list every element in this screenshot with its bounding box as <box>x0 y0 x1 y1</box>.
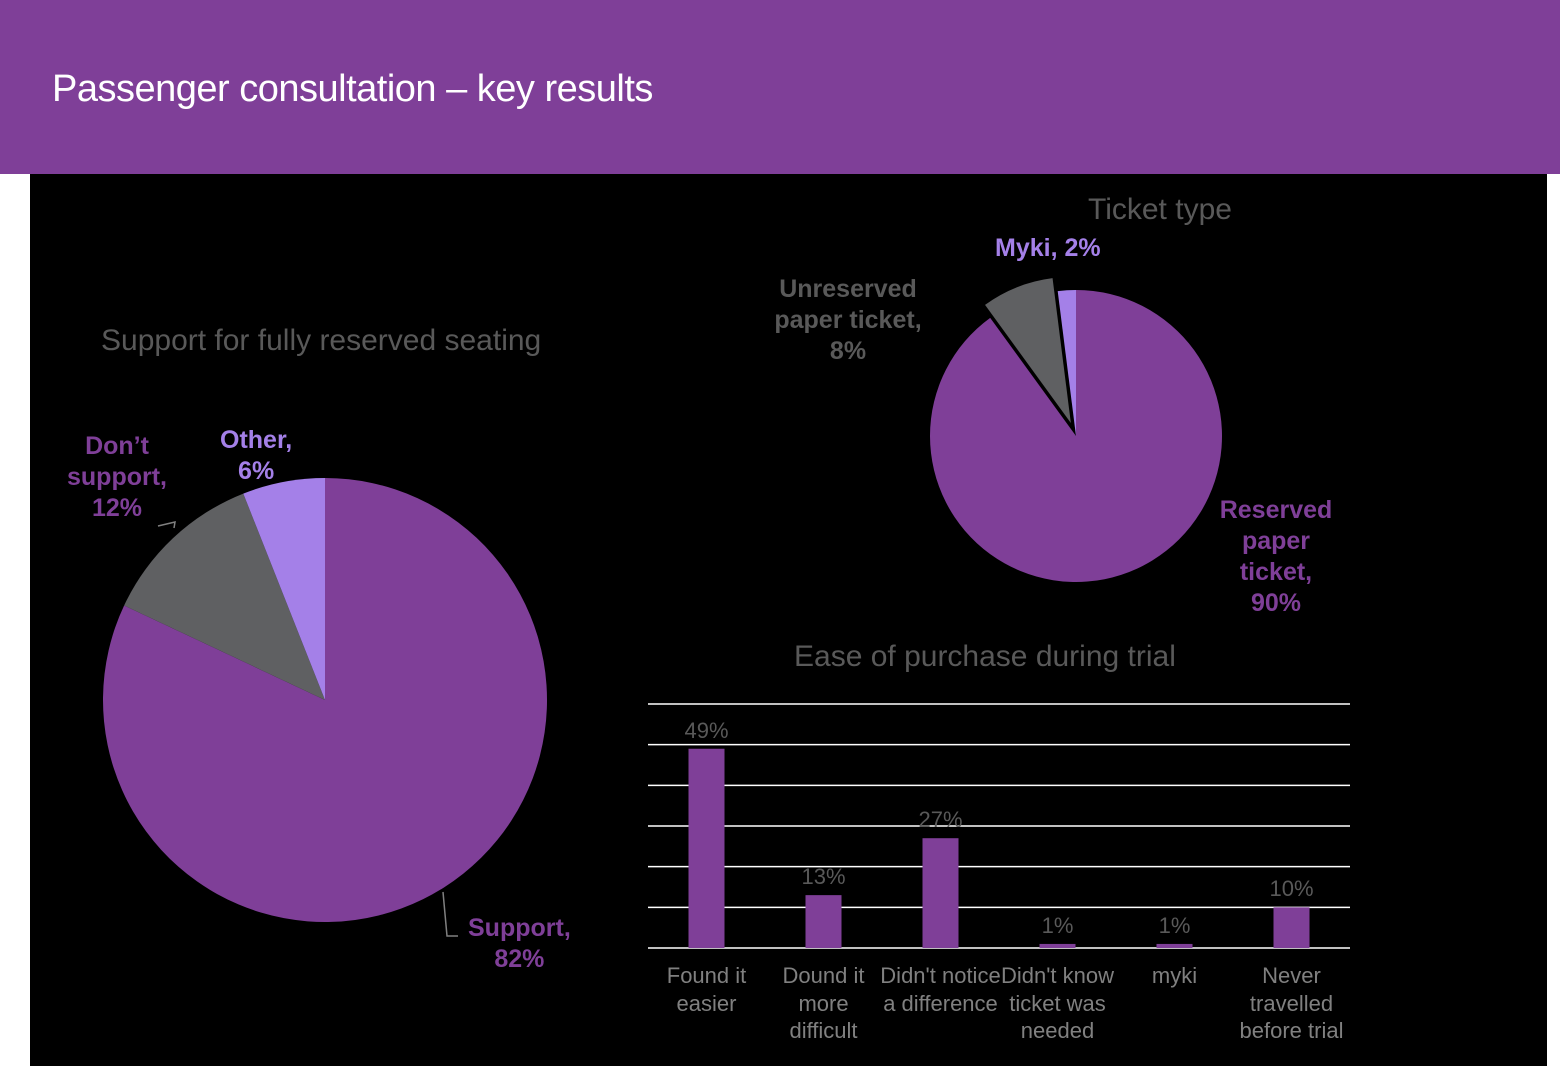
bar-mark <box>688 748 725 948</box>
pie2-label-reserved: Reserved paper ticket, 90% <box>1219 496 1333 617</box>
pie1-title: Support for fully reserved seating <box>101 324 542 357</box>
bar-value-label: 1% <box>1158 912 1191 938</box>
bar-value-label: 27% <box>918 807 963 833</box>
bar-category-label: Didn't know ticket was needed <box>1000 963 1115 1043</box>
pie2-slice-myki <box>1057 290 1076 436</box>
bar-value-label: 49% <box>684 717 729 743</box>
bar-category-label: Dound it more difficult <box>782 963 865 1043</box>
pie1-leader-dont-support <box>157 521 176 529</box>
pie2-slice-unreserved <box>985 278 1071 423</box>
bar-category-label: Didn't notice a difference <box>880 963 1001 1016</box>
pie1-label-other: Other, 6% <box>220 426 293 485</box>
pie1-leader-support <box>442 891 458 937</box>
bar-chart <box>648 703 1350 949</box>
pie1-label-support: Support, 82% <box>468 914 571 973</box>
page-title: Passenger consultation – key results <box>52 68 653 110</box>
pie2-label-myki: Myki, 2% <box>995 234 1101 262</box>
pie1-slice-dont-support <box>124 493 326 700</box>
header-bar: Passenger consultation – key results <box>0 0 1560 174</box>
chart-canvas: Support for fully reserved seating Don’t… <box>30 174 1547 1066</box>
bar-title: Ease of purchase during trial <box>794 640 1176 673</box>
bar-category-label: myki <box>1151 963 1198 988</box>
pie2-chart <box>929 278 1222 582</box>
bar-value-label: 10% <box>1269 876 1314 902</box>
bar-mark <box>922 838 959 948</box>
bar-mark <box>1273 907 1310 948</box>
bar-value-label: 1% <box>1041 912 1074 938</box>
bar-gridlines <box>648 703 1350 949</box>
pie1-label-dont-support: Don’t support, 12% <box>67 432 167 522</box>
pie2-title: Ticket type <box>1088 193 1232 226</box>
bar-value-label: 13% <box>801 864 846 890</box>
bar-marks <box>688 748 1310 948</box>
bar-mark <box>805 895 842 948</box>
pie1-slice-other <box>243 478 325 700</box>
bar-category-label: Never travelled before trial <box>1239 963 1344 1043</box>
bar-category-label: Found it easier <box>666 963 747 1016</box>
pie2-label-unreserved: Unreserved paper ticket, 8% <box>774 275 922 365</box>
bar-mark <box>1039 943 1076 948</box>
bar-mark <box>1156 943 1193 948</box>
pie1-chart <box>103 478 548 937</box>
